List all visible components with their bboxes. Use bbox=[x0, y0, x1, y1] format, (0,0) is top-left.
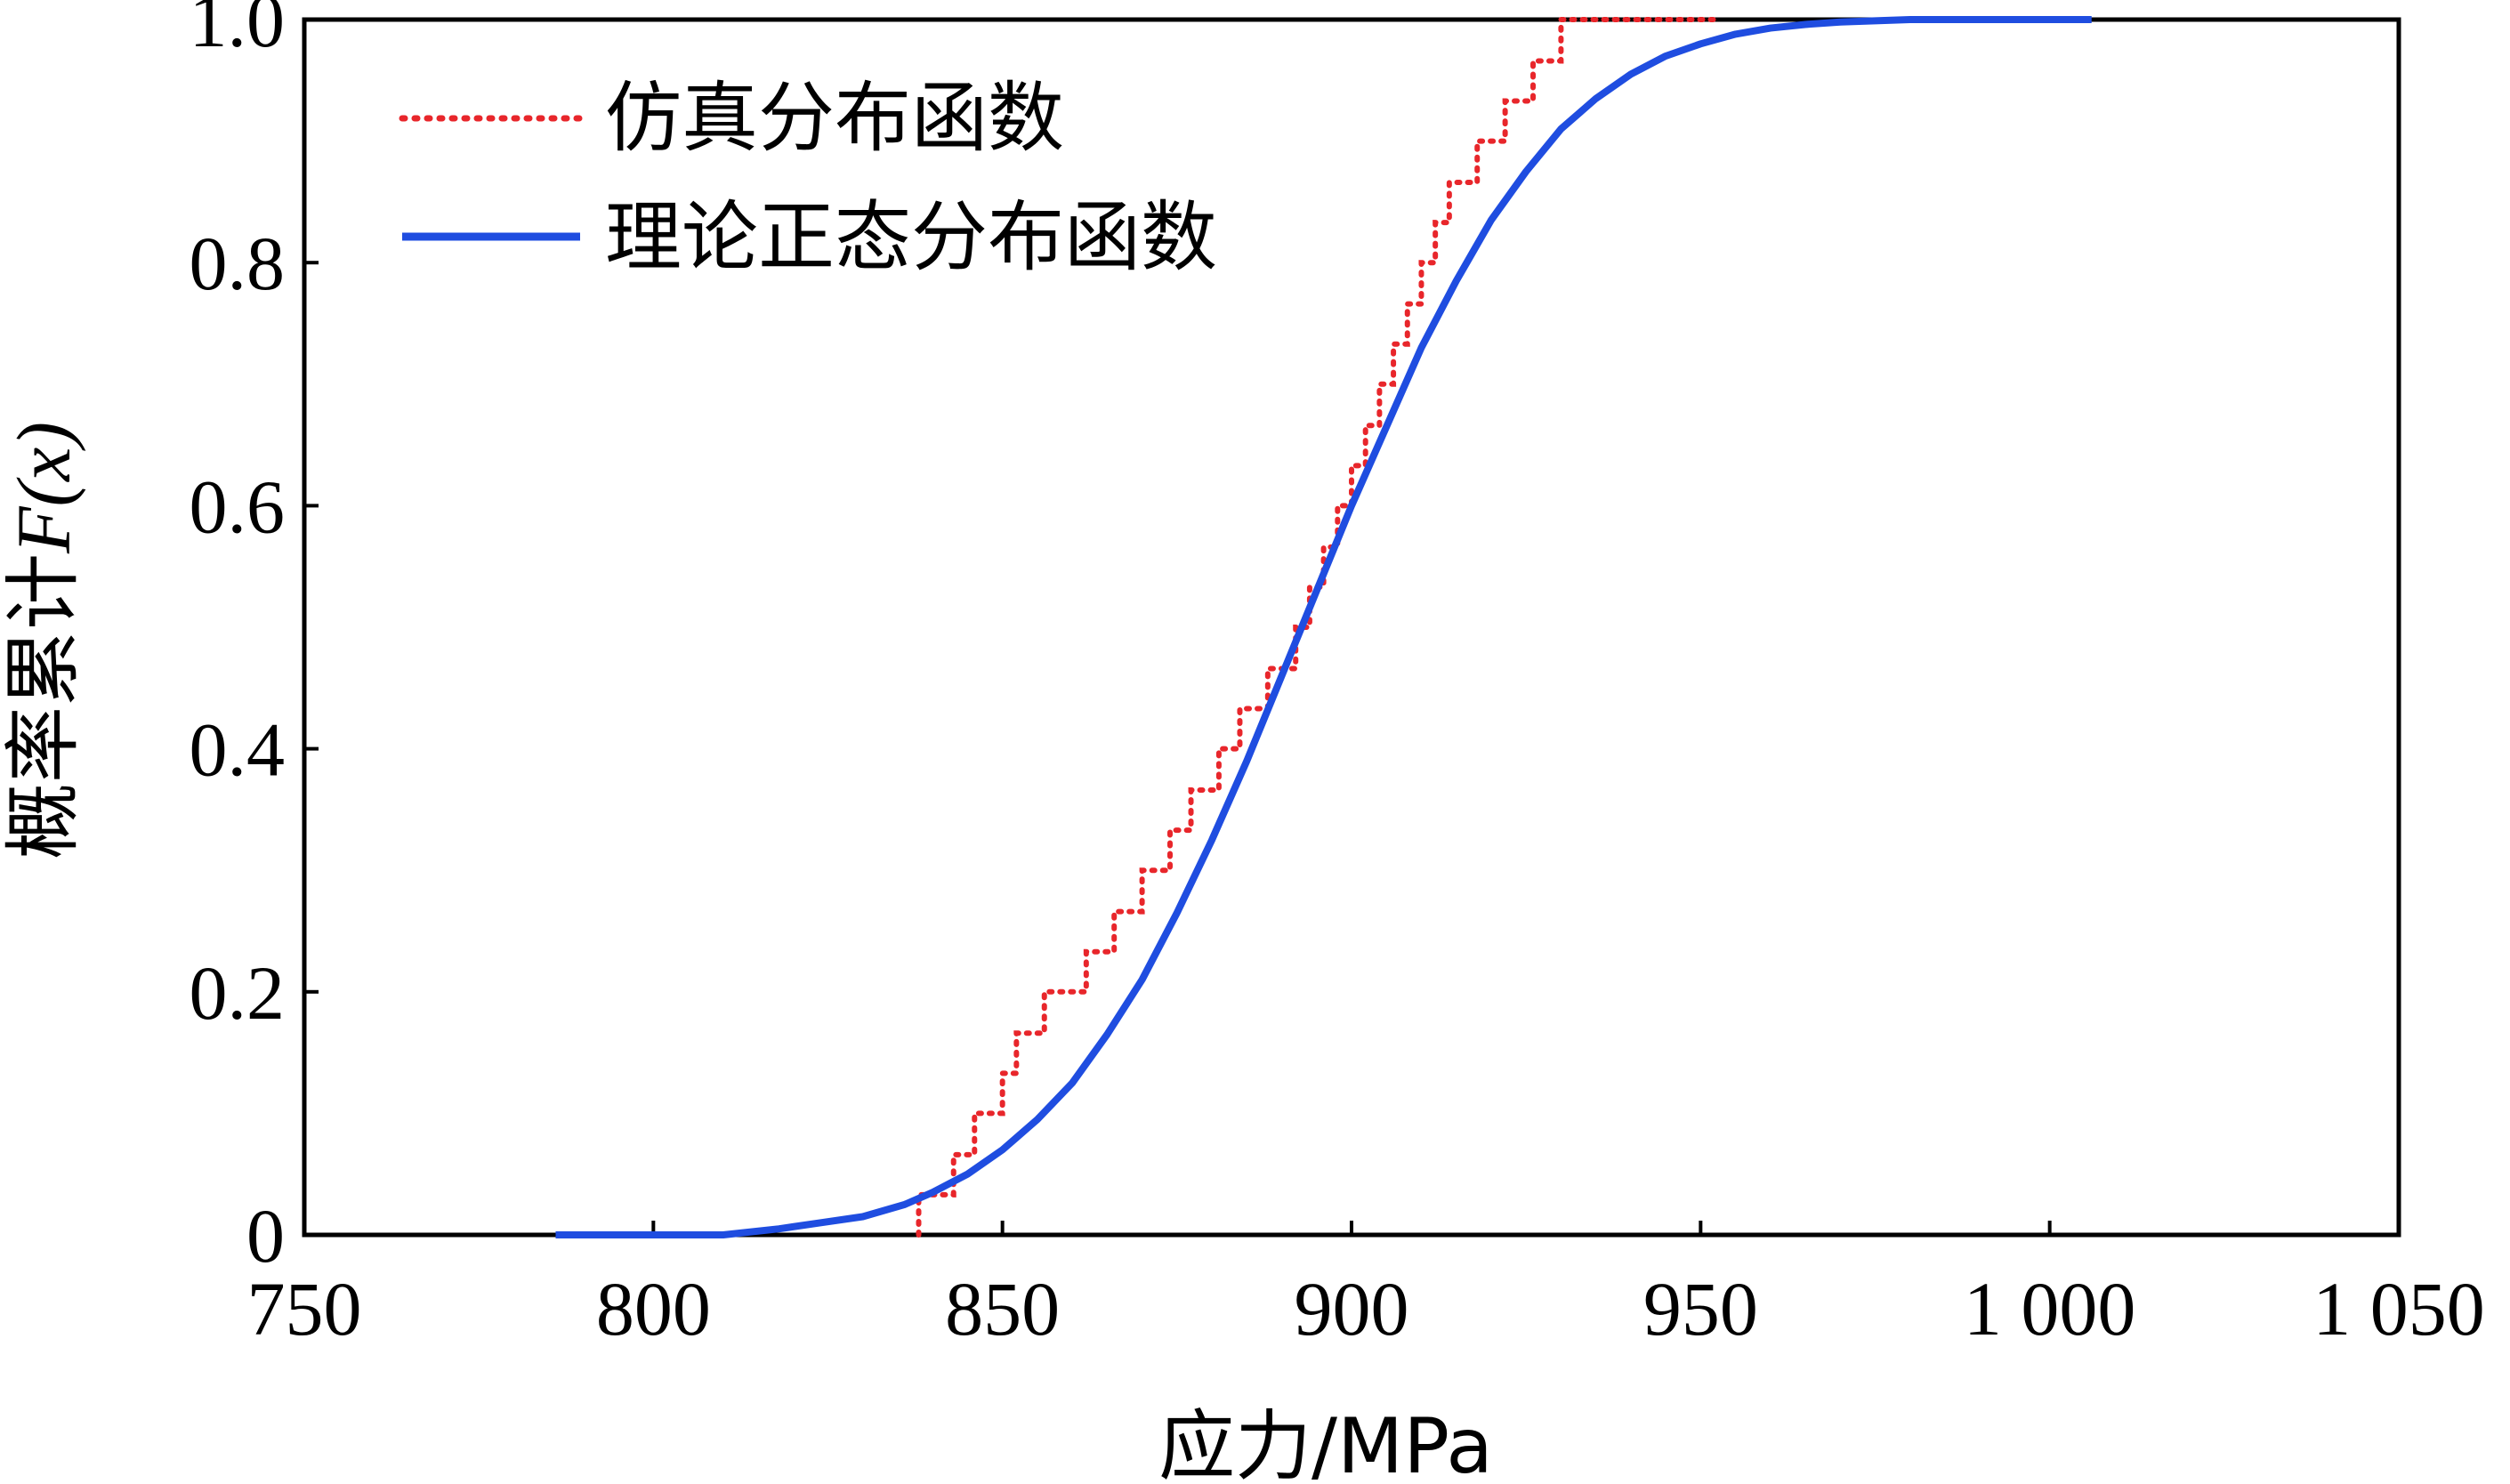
series-layer bbox=[555, 16, 2092, 1238]
x-tick-label-5: 1 000 bbox=[1964, 1266, 2136, 1351]
axis-ticks bbox=[303, 18, 2401, 1237]
y-tick-label-4: 0.8 bbox=[190, 221, 286, 306]
y-tick-label-3: 0.6 bbox=[190, 464, 286, 549]
x-tick-label-0: 750 bbox=[247, 1266, 362, 1351]
x-tick-labels: 750 800 850 900 950 1 000 1 050 bbox=[247, 1266, 2485, 1351]
y-tick-label-1: 0.2 bbox=[190, 950, 286, 1036]
y-tick-label-5: 1.0 bbox=[190, 0, 286, 63]
x-tick-label-4: 950 bbox=[1643, 1266, 1758, 1351]
y-axis-title: 概率累计F(x) bbox=[0, 422, 88, 859]
y-tick-labels: 0 0.2 0.4 0.6 0.8 1.0 bbox=[190, 0, 286, 1278]
x-axis-title: 应力/MPa bbox=[1158, 1402, 1493, 1484]
x-tick-label-2: 850 bbox=[945, 1266, 1060, 1351]
legend-label-theoretical: 理论正态分布函数 bbox=[605, 193, 1217, 282]
legend-label-simulated: 仿真分布函数 bbox=[605, 74, 1064, 163]
y-tick-label-0: 0 bbox=[246, 1193, 285, 1278]
x-tick-label-6: 1 050 bbox=[2312, 1266, 2485, 1351]
y-axis-title-math: F(x) bbox=[1, 422, 86, 554]
y-axis-title-prefix: 概率累计 bbox=[0, 553, 88, 859]
x-tick-label-1: 800 bbox=[596, 1266, 711, 1351]
y-tick-label-2: 0.4 bbox=[190, 707, 286, 793]
series-theoretical-line bbox=[555, 16, 2092, 1238]
x-tick-label-3: 900 bbox=[1295, 1266, 1409, 1351]
legend: 仿真分布函数 理论正态分布函数 bbox=[399, 74, 1217, 282]
series-simulated-line bbox=[916, 17, 1718, 1238]
